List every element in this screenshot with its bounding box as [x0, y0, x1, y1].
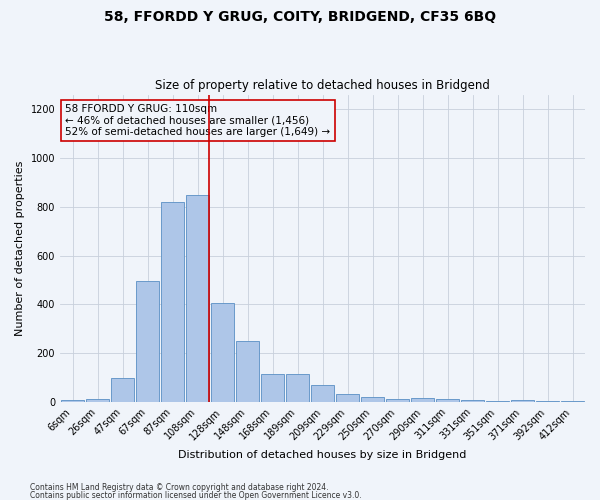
Text: 58 FFORDD Y GRUG: 110sqm
← 46% of detached houses are smaller (1,456)
52% of sem: 58 FFORDD Y GRUG: 110sqm ← 46% of detach… [65, 104, 331, 137]
Y-axis label: Number of detached properties: Number of detached properties [15, 160, 25, 336]
Bar [86, 399, 109, 402]
X-axis label: Distribution of detached houses by size in Bridgend: Distribution of detached houses by size … [178, 450, 467, 460]
Text: Contains HM Land Registry data © Crown copyright and database right 2024.: Contains HM Land Registry data © Crown c… [30, 484, 329, 492]
Bar [436, 398, 459, 402]
Bar [361, 396, 384, 402]
Bar [61, 400, 84, 402]
Bar [311, 386, 334, 402]
Bar [561, 401, 584, 402]
Bar [111, 378, 134, 402]
Bar [136, 281, 159, 402]
Bar [386, 398, 409, 402]
Bar [161, 202, 184, 402]
Bar [536, 400, 559, 402]
Bar [186, 194, 209, 402]
Bar [461, 400, 484, 402]
Bar [211, 303, 234, 402]
Bar [261, 374, 284, 402]
Bar [411, 398, 434, 402]
Bar [486, 400, 509, 402]
Bar [236, 341, 259, 402]
Text: Contains public sector information licensed under the Open Government Licence v3: Contains public sector information licen… [30, 490, 362, 500]
Bar [511, 400, 534, 402]
Title: Size of property relative to detached houses in Bridgend: Size of property relative to detached ho… [155, 79, 490, 92]
Text: 58, FFORDD Y GRUG, COITY, BRIDGEND, CF35 6BQ: 58, FFORDD Y GRUG, COITY, BRIDGEND, CF35… [104, 10, 496, 24]
Bar [336, 394, 359, 402]
Bar [286, 374, 309, 402]
